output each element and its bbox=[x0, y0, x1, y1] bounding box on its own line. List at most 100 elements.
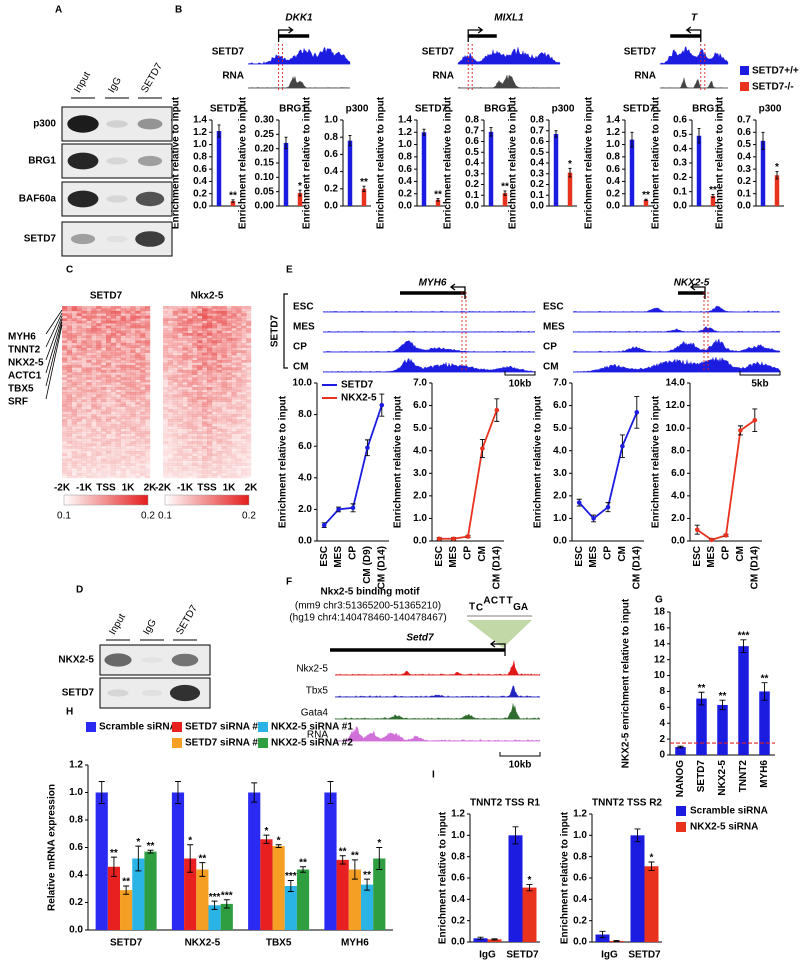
heatmap-cell bbox=[135, 473, 141, 476]
heatmap-cell bbox=[71, 421, 77, 425]
heatmap-cell bbox=[163, 315, 169, 319]
gene-label: MYH6 bbox=[8, 332, 36, 343]
heatmap-cell bbox=[115, 401, 121, 405]
heatmap-cell bbox=[211, 355, 217, 358]
heatmap-cell bbox=[76, 310, 82, 314]
heatmap-cell bbox=[197, 310, 203, 314]
heatmap-cell bbox=[120, 473, 126, 476]
heatmap-cell bbox=[197, 389, 203, 393]
heatmap-cell bbox=[202, 352, 208, 356]
heatmap-cell bbox=[211, 323, 217, 326]
heatmap-cell bbox=[192, 318, 198, 321]
heatmap-cell bbox=[207, 450, 213, 454]
heatmap-cell bbox=[172, 377, 178, 380]
heatmap-cell bbox=[197, 374, 203, 378]
heatmap-cell bbox=[187, 306, 193, 309]
heatmap-cell bbox=[177, 330, 183, 334]
heatmap-cell bbox=[62, 306, 68, 309]
heatmap-cell bbox=[71, 372, 77, 375]
heatmap-cell bbox=[110, 399, 116, 403]
heatmap-cell bbox=[163, 335, 169, 339]
heatmap-cell bbox=[216, 453, 222, 457]
heatmap-cell bbox=[91, 328, 97, 331]
heatmap-cell bbox=[192, 406, 198, 410]
heatmap-cell bbox=[130, 394, 136, 398]
heatmap-cell bbox=[231, 465, 237, 469]
heatmap-cell bbox=[91, 310, 97, 314]
heatmap-cell bbox=[115, 416, 121, 420]
chart-title: BRG1 bbox=[279, 104, 307, 115]
blot-band bbox=[171, 653, 199, 667]
heatmap-cell bbox=[140, 308, 146, 312]
heatmap-cell bbox=[221, 411, 227, 415]
heatmap-cell bbox=[182, 382, 188, 385]
heatmap-cell bbox=[110, 369, 116, 373]
heatmap-cell bbox=[76, 446, 82, 449]
heatmap-cell bbox=[71, 399, 77, 403]
heatmap-cell bbox=[81, 337, 87, 341]
heatmap-cell bbox=[207, 313, 213, 317]
heatmap-cell bbox=[135, 318, 141, 321]
heatmap-cell bbox=[110, 355, 116, 358]
heatmap-cell bbox=[221, 360, 227, 363]
heatmap-cell bbox=[221, 419, 227, 422]
heatmap-cell bbox=[236, 443, 242, 447]
heatmap-cell bbox=[241, 387, 247, 390]
heatmap-cell bbox=[130, 372, 136, 375]
heatmap-cell bbox=[207, 308, 213, 312]
heatmap-cell bbox=[101, 465, 107, 469]
blot-band bbox=[67, 152, 99, 170]
heatmap-cell bbox=[221, 475, 227, 479]
heatmap-cell bbox=[106, 347, 112, 351]
heatmap-cell bbox=[207, 404, 213, 407]
heatmap-cell bbox=[81, 436, 87, 439]
heatmap-cell bbox=[216, 323, 222, 326]
x-tick-label: ESC bbox=[319, 546, 330, 567]
heatmap-cell bbox=[66, 369, 72, 373]
heatmap-cell bbox=[226, 384, 232, 388]
heatmap-cell bbox=[241, 384, 247, 388]
heatmap-cell bbox=[115, 357, 121, 361]
heatmap-cell bbox=[115, 441, 121, 444]
heatmap-cell bbox=[76, 419, 82, 422]
heatmap-cell bbox=[202, 423, 208, 427]
heatmap-cell bbox=[86, 389, 92, 393]
heatmap-cell bbox=[66, 399, 72, 403]
heatmap-cell bbox=[81, 360, 87, 363]
y-tick-label: 0.3 bbox=[530, 168, 544, 179]
y-tick-label: 0.1 bbox=[737, 188, 751, 199]
heatmap-cell bbox=[101, 404, 107, 407]
heatmap-cell bbox=[163, 436, 169, 439]
heatmap-cell bbox=[130, 325, 136, 329]
heatmap-cell bbox=[167, 347, 173, 351]
x-tick-label: 1K bbox=[223, 483, 237, 494]
heatmap-cell bbox=[81, 374, 87, 378]
heatmap-cell bbox=[182, 443, 188, 447]
heatmap-cell bbox=[187, 441, 193, 444]
legend-label: SETD7 siRNA #1 bbox=[185, 722, 264, 733]
heatmap-cell bbox=[106, 372, 112, 375]
scale-bar bbox=[739, 371, 781, 376]
heatmap-cell bbox=[231, 308, 237, 312]
heatmap-cell bbox=[66, 463, 72, 466]
heatmap-cell bbox=[71, 473, 77, 476]
heatmap-cell bbox=[246, 423, 252, 427]
heatmap-cell bbox=[236, 473, 242, 476]
heatmap-cell bbox=[71, 389, 77, 393]
heatmap-cell bbox=[81, 377, 87, 380]
heatmap-cell bbox=[106, 414, 112, 417]
heatmap-cell bbox=[241, 364, 247, 368]
heatmap-cell bbox=[207, 384, 213, 388]
heatmap-cell bbox=[221, 345, 227, 348]
heatmap-cell bbox=[86, 364, 92, 368]
heatmap-cell bbox=[163, 419, 169, 422]
heatmap-cell bbox=[177, 325, 183, 329]
bar bbox=[696, 698, 707, 755]
heatmap-cell bbox=[110, 468, 116, 471]
heatmap-cell bbox=[71, 374, 77, 378]
heatmap-cell bbox=[207, 394, 213, 398]
y-tick-label: 0.4 bbox=[69, 870, 83, 881]
heatmap-cell bbox=[236, 470, 242, 474]
heatmap-cell bbox=[91, 399, 97, 403]
heatmap-cell bbox=[120, 308, 126, 312]
